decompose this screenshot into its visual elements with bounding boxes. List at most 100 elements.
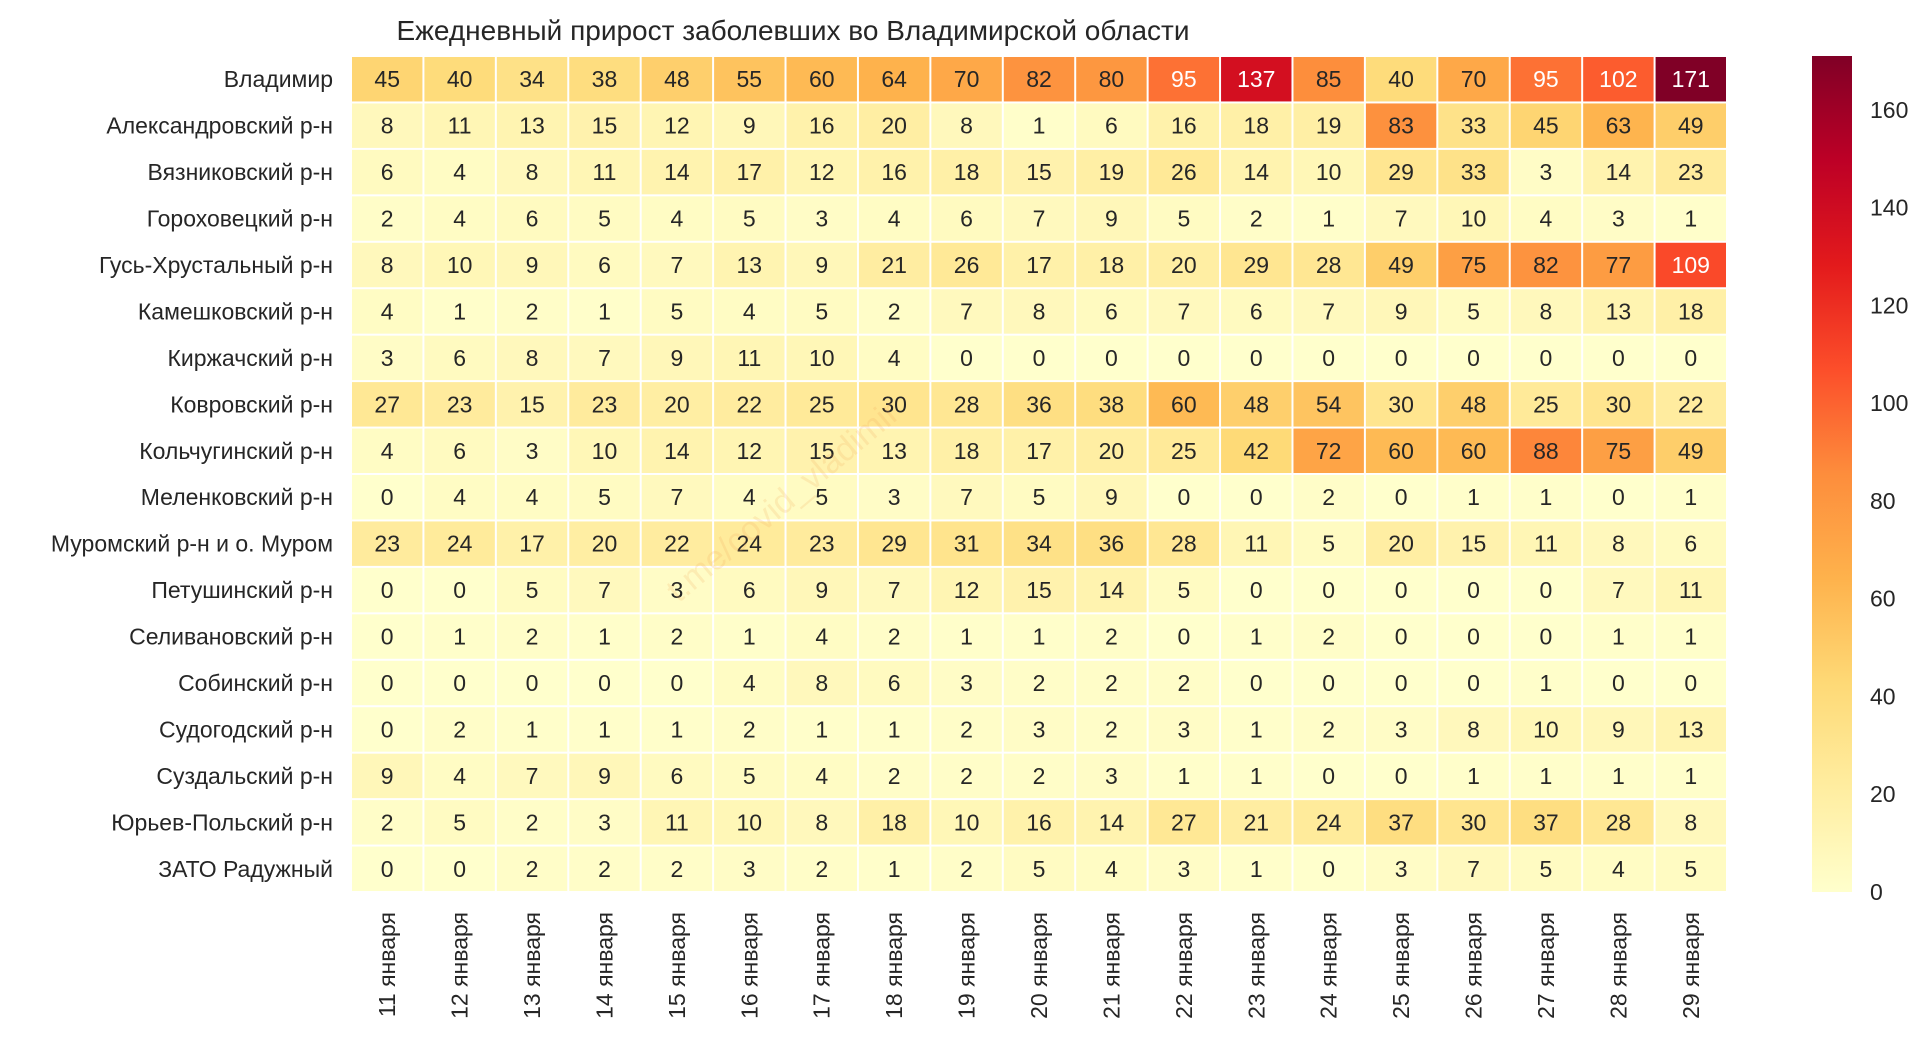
heatmap-cell <box>1655 57 1726 102</box>
colorbar-tick-label: 160 <box>1870 97 1908 123</box>
cell-value-label: 2 <box>1033 763 1046 789</box>
cell-value-label: 11 <box>593 159 617 185</box>
cell-value-label: 13 <box>1678 716 1704 742</box>
heatmap-cell <box>1003 149 1075 195</box>
cell-value-label: 1 <box>598 716 611 742</box>
heatmap-cell <box>1583 289 1654 334</box>
cell-value-label: 28 <box>954 391 980 417</box>
cell-value-label: 24 <box>737 531 763 557</box>
heatmap-cell <box>1510 289 1582 334</box>
heatmap-cell <box>931 660 1002 706</box>
heatmap-cell <box>1076 567 1147 613</box>
heatmap-cell <box>714 335 785 381</box>
cell-value-label: 8 <box>1612 531 1625 557</box>
cell-value-label: 1 <box>1467 484 1480 510</box>
heatmap-cell <box>931 103 1002 148</box>
cell-value-label: 1 <box>815 716 828 742</box>
cell-value-label: 40 <box>447 66 473 92</box>
row-label: Камешковский р-н <box>138 298 333 324</box>
heatmap-cell <box>496 289 568 334</box>
heatmap-cell <box>1510 567 1582 613</box>
heatmap-cell <box>1076 149 1147 195</box>
cell-value-label: 0 <box>1612 670 1625 696</box>
cell-value-label: 29 <box>1388 159 1414 185</box>
heatmap-cell <box>352 707 423 752</box>
cell-value-label: 0 <box>1250 484 1263 510</box>
row-label: Кольчугинский р-н <box>139 438 333 464</box>
cell-value-label: 4 <box>815 624 828 650</box>
cell-value-label: 4 <box>381 438 394 464</box>
cell-value-label: 3 <box>381 345 394 371</box>
cell-value-label: 9 <box>1105 484 1118 510</box>
cell-value-label: 5 <box>1177 577 1190 603</box>
cell-value-label: 45 <box>1533 113 1559 139</box>
cell-value-label: 10 <box>592 438 618 464</box>
heatmap-cell <box>858 289 930 334</box>
heatmap-cell <box>1148 707 1220 752</box>
cell-value-label: 5 <box>453 809 466 835</box>
cell-value-label: 85 <box>1316 66 1342 92</box>
cell-value-label: 17 <box>1026 252 1052 278</box>
cell-value-label: 5 <box>1033 484 1046 510</box>
cell-value-label: 3 <box>960 670 973 696</box>
heatmap-cell <box>1148 753 1220 799</box>
heatmap-cell <box>1148 103 1220 148</box>
heatmap-cell <box>569 335 640 381</box>
cell-value-label: 2 <box>526 809 539 835</box>
heatmap-cell <box>1510 57 1582 102</box>
cell-value-label: 3 <box>815 206 828 232</box>
heatmap-cell <box>858 800 930 845</box>
heatmap-cell <box>1365 242 1437 288</box>
row-label: Петушинский р-н <box>151 577 333 603</box>
cell-value-label: 0 <box>526 670 539 696</box>
cell-value-label: 2 <box>526 856 539 882</box>
heatmap-cell <box>931 707 1002 752</box>
cell-value-label: 6 <box>888 670 901 696</box>
heatmap-cell <box>1583 521 1654 566</box>
cell-value-label: 2 <box>381 809 394 835</box>
heatmap-cell <box>496 335 568 381</box>
cell-value-label: 17 <box>519 531 545 557</box>
cell-value-label: 24 <box>1316 809 1342 835</box>
heatmap-cell <box>1148 567 1220 613</box>
heatmap-cell <box>1510 614 1582 659</box>
cell-value-label: 1 <box>1250 856 1263 882</box>
cell-value-label: 5 <box>598 484 611 510</box>
heatmap-cell <box>352 567 423 613</box>
cell-value-label: 18 <box>1099 252 1125 278</box>
column-label: 26 января <box>1461 912 1487 1019</box>
heatmap-cell <box>352 753 423 799</box>
cell-value-label: 10 <box>447 252 473 278</box>
heatmap-cell <box>641 753 713 799</box>
heatmap-cell <box>1003 57 1075 102</box>
heatmap-cell <box>1583 103 1654 148</box>
heatmap-cell <box>352 475 423 520</box>
heatmap-cell <box>1221 846 1292 891</box>
cell-value-label: 14 <box>1606 159 1632 185</box>
cell-value-label: 25 <box>1533 391 1559 417</box>
heatmap-cell <box>1003 846 1075 891</box>
heatmap-cell <box>352 149 423 195</box>
heatmap-cell <box>1003 567 1075 613</box>
heatmap-cell <box>1365 846 1437 891</box>
heatmap-cell <box>1076 800 1147 845</box>
cell-value-label: 8 <box>381 113 394 139</box>
cell-value-label: 63 <box>1606 113 1632 139</box>
cell-value-label: 1 <box>1684 624 1697 650</box>
heatmap-cell <box>786 707 857 752</box>
cell-value-label: 18 <box>1243 113 1269 139</box>
heatmap-cell <box>931 428 1002 473</box>
cell-value-label: 7 <box>526 763 539 789</box>
column-label: 12 января <box>447 912 473 1019</box>
cell-value-label: 5 <box>1684 856 1697 882</box>
cell-value-label: 2 <box>888 624 901 650</box>
heatmap-cell <box>1655 753 1726 799</box>
cell-value-label: 5 <box>526 577 539 603</box>
heatmap-cell <box>1148 846 1220 891</box>
heatmap-cell <box>786 335 857 381</box>
cell-value-label: 2 <box>1105 716 1118 742</box>
cell-value-label: 23 <box>592 391 618 417</box>
cell-value-label: 7 <box>1322 298 1335 324</box>
cell-value-label: 7 <box>888 577 901 603</box>
cell-value-label: 0 <box>1033 345 1046 371</box>
